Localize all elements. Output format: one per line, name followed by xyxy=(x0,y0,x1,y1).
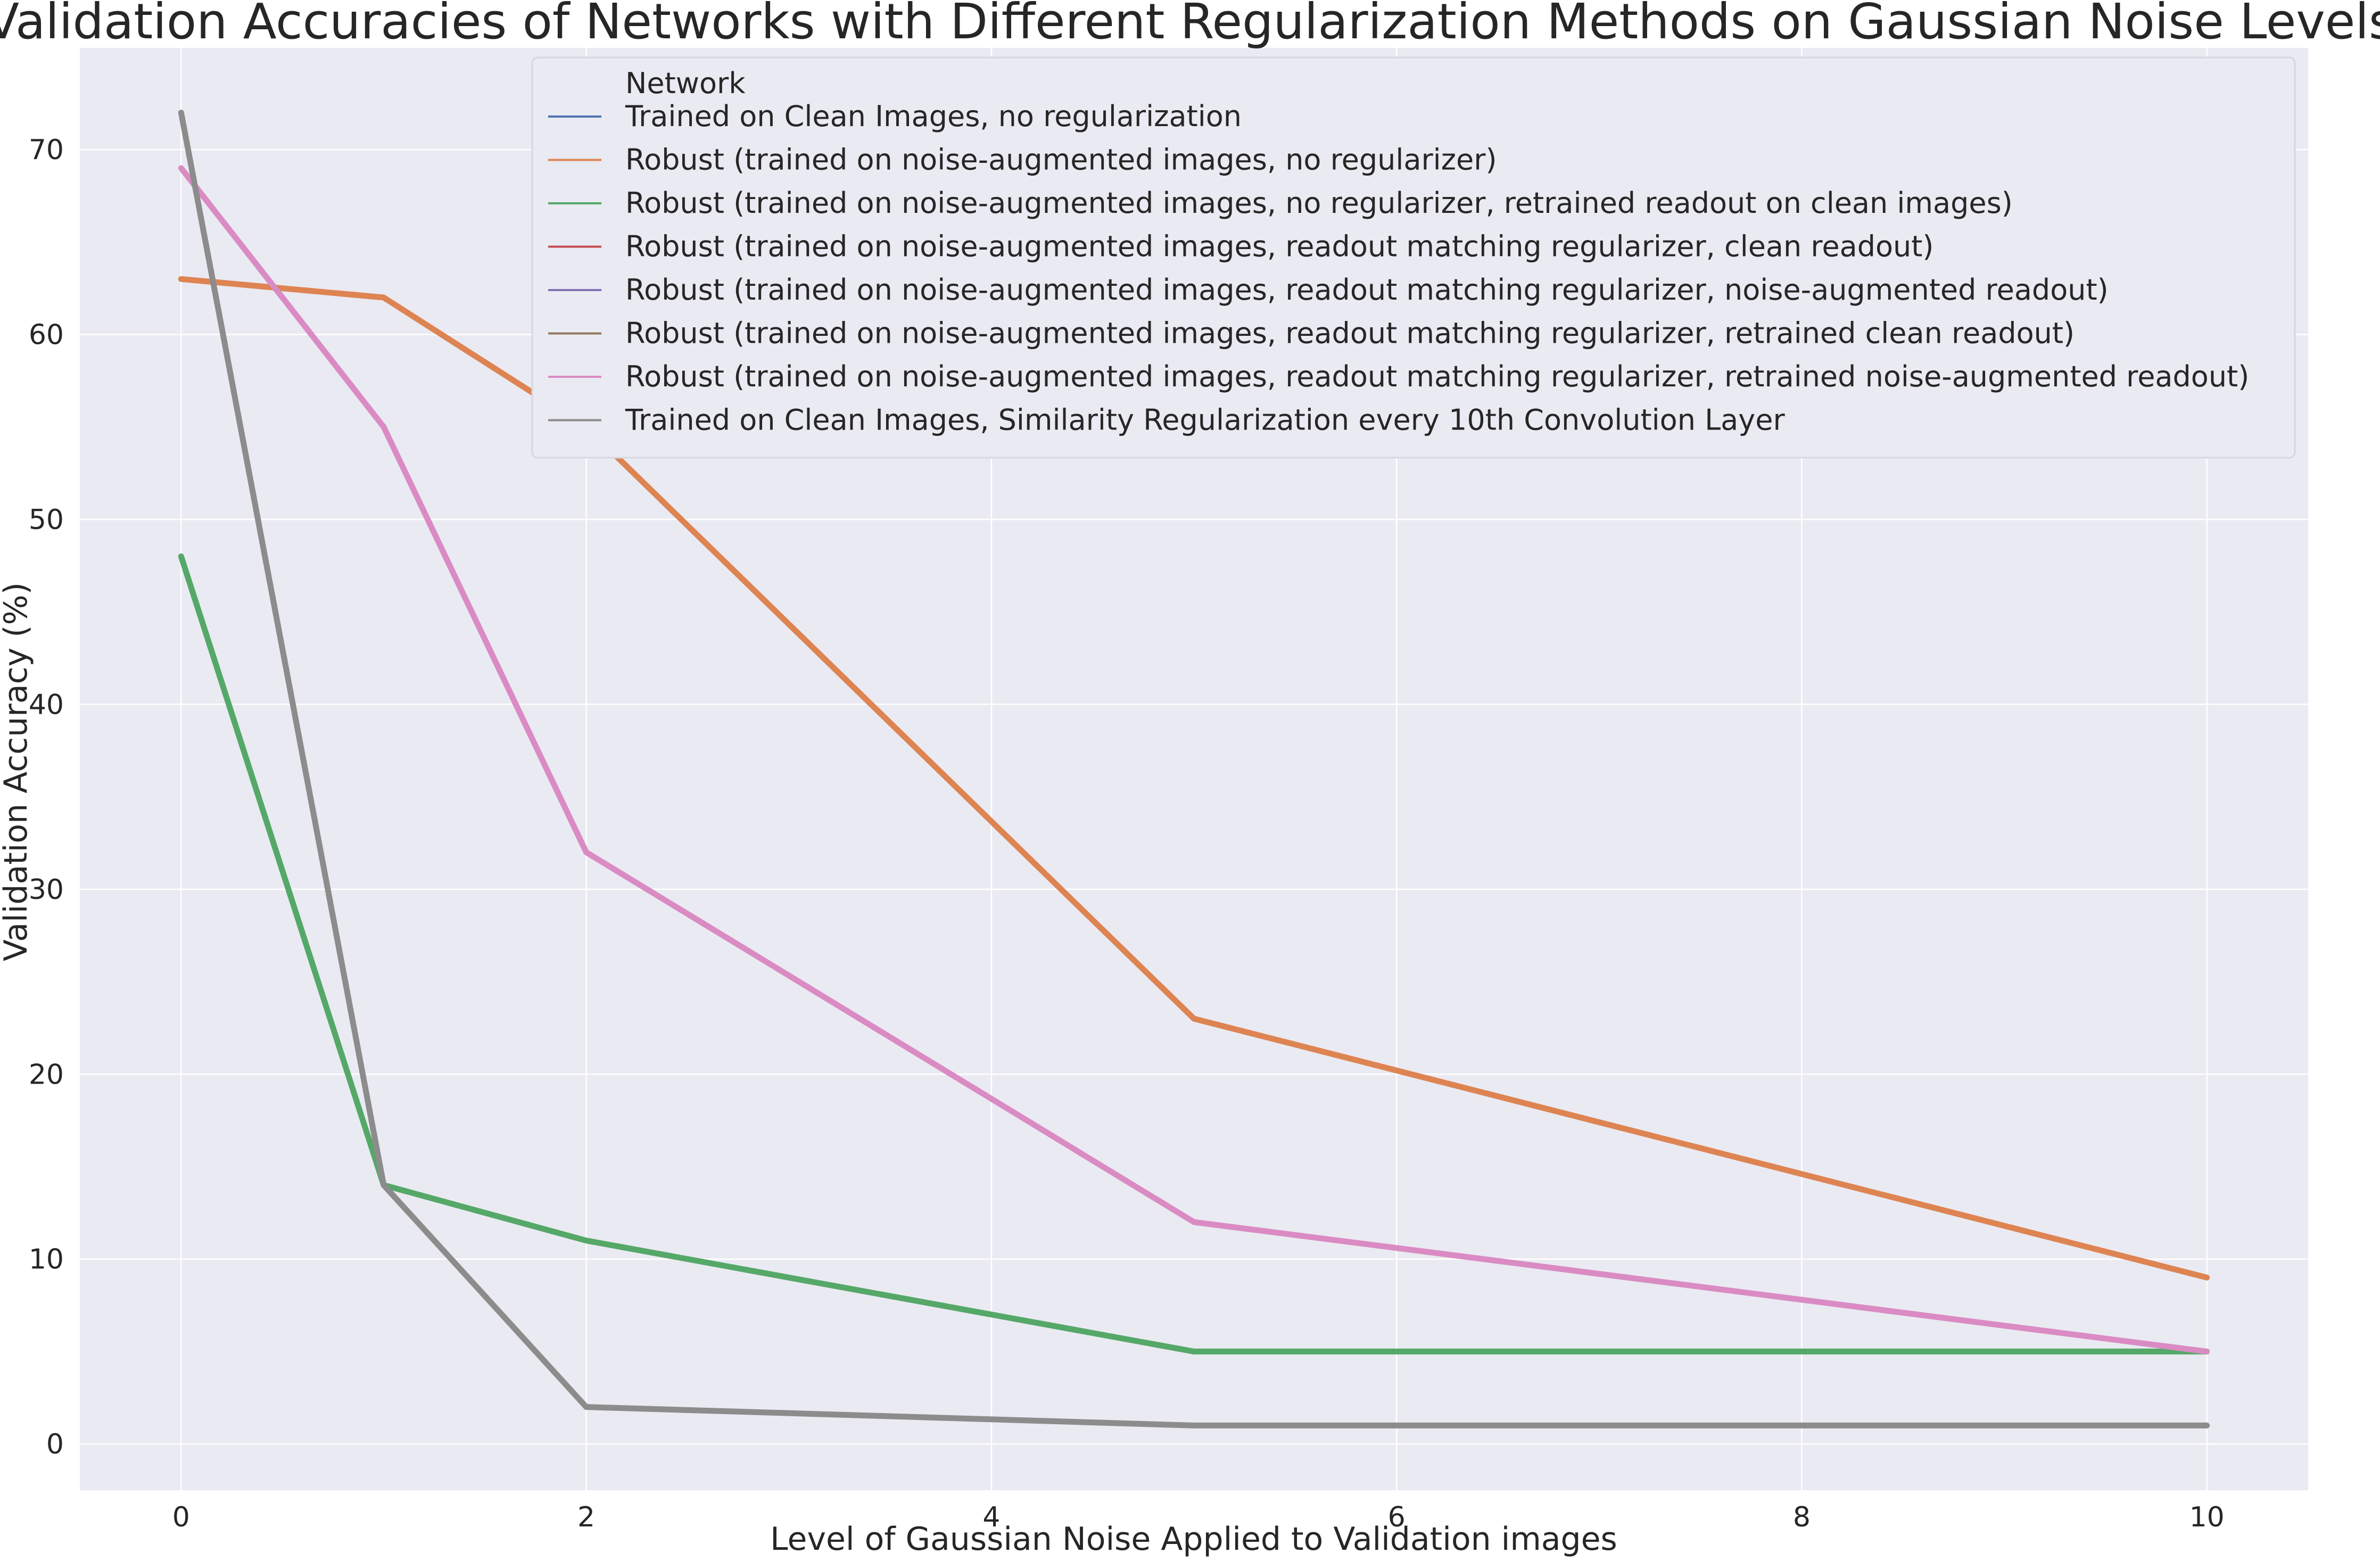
series-line xyxy=(178,110,2210,1428)
y-tick-label: 50 xyxy=(29,504,64,536)
x-tick-label: 0 xyxy=(172,1501,190,1533)
tick-labels: 0 2 4 6 8 10 0 10 20 30 40 50 60 70 xyxy=(29,134,2225,1533)
legend-label: Robust (trained on noise-augmented image… xyxy=(625,273,2109,307)
x-axis-label: Level of Gaussian Noise Applied to Valid… xyxy=(770,1521,1617,1558)
y-tick-label: 10 xyxy=(29,1244,64,1276)
legend-box xyxy=(531,56,2296,459)
y-tick-label: 30 xyxy=(29,874,64,906)
legend-title: Network xyxy=(625,67,746,100)
y-tick-label: 70 xyxy=(29,134,64,166)
legend-label: Trained on Clean Images, Similarity Regu… xyxy=(625,403,1785,437)
legend-label: Robust (trained on noise-augmented image… xyxy=(625,186,2013,220)
series-line xyxy=(178,165,2210,1354)
legend: Network Trained on Clean Images, no regu… xyxy=(531,56,2296,459)
y-tick-label: 40 xyxy=(29,689,64,721)
series-line xyxy=(178,553,2210,1354)
x-tick-label: 6 xyxy=(1388,1501,1406,1533)
y-tick-label: 60 xyxy=(29,319,64,351)
y-axis-label: Validation Accuracy (%) xyxy=(0,582,35,961)
legend-items: Trained on Clean Images, no regularizati… xyxy=(548,100,2249,437)
legend-label: Robust (trained on noise-augmented image… xyxy=(625,143,1497,177)
y-tick-label: 0 xyxy=(46,1428,64,1460)
legend-label: Robust (trained on noise-augmented image… xyxy=(625,360,2249,393)
legend-label: Robust (trained on noise-augmented image… xyxy=(625,230,1934,263)
chart-title: Validation Accuracies of Networks with D… xyxy=(0,0,2380,50)
x-tick-label: 2 xyxy=(577,1501,595,1533)
y-tick-label: 20 xyxy=(29,1059,64,1091)
x-tick-label: 4 xyxy=(982,1501,1000,1533)
x-tick-label: 10 xyxy=(2189,1501,2225,1533)
legend-label: Trained on Clean Images, no regularizati… xyxy=(625,100,1242,133)
x-tick-label: 8 xyxy=(1793,1501,1811,1533)
legend-label: Robust (trained on noise-augmented image… xyxy=(625,317,2075,350)
